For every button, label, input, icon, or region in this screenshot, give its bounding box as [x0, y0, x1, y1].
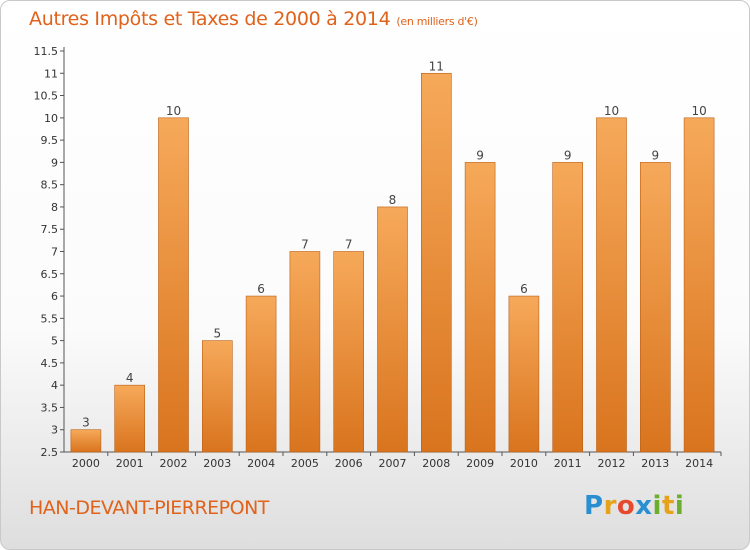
bar	[596, 117, 627, 453]
bar	[420, 72, 452, 453]
logo-letter: i	[674, 491, 685, 521]
data-label: 11	[429, 59, 444, 73]
bar	[245, 295, 277, 453]
logo-letter: i	[652, 491, 662, 521]
logo-letter: x	[635, 491, 653, 521]
bar	[377, 206, 408, 453]
data-label: 10	[166, 104, 181, 118]
logo-letter: o	[616, 491, 636, 521]
y-tick-label: 9.5	[41, 134, 59, 147]
x-tick-label: 2004	[247, 457, 275, 470]
y-tick-label: 7.5	[41, 223, 59, 236]
x-tick-label: 2008	[422, 457, 450, 470]
x-tick-label: 2012	[598, 457, 626, 470]
y-tick-label: 8	[51, 201, 58, 214]
bar	[158, 117, 189, 453]
x-tick-label: 2000	[72, 457, 100, 470]
bar	[70, 429, 102, 453]
bar	[683, 117, 715, 453]
chart-title: Autres Impôts et Taxes de 2000 à 2014 (en…	[29, 8, 478, 30]
data-label: 4	[126, 371, 134, 385]
y-tick-label: 5	[51, 335, 58, 348]
data-label: 6	[257, 282, 265, 296]
y-tick-label: 4	[51, 379, 58, 392]
data-label: 9	[651, 148, 659, 162]
y-tick-label: 11.5	[34, 45, 59, 58]
logo-letter: r	[603, 491, 617, 521]
x-tick-label: 2009	[466, 457, 494, 470]
y-tick-label: 11	[44, 67, 58, 80]
bar	[464, 162, 496, 453]
y-tick-label: 3.5	[41, 401, 59, 414]
x-tick-label: 2007	[379, 457, 407, 470]
x-tick-label: 2013	[641, 457, 669, 470]
bar	[202, 340, 233, 453]
bar	[289, 251, 321, 453]
chart-unit: (en milliers d'€)	[396, 15, 478, 28]
y-tick-label: 6	[51, 290, 58, 303]
bar	[114, 384, 145, 453]
y-tick-label: 7	[51, 246, 58, 259]
data-label: 8	[389, 193, 397, 207]
logo-letter: t	[661, 491, 675, 521]
x-tick-label: 2011	[554, 457, 582, 470]
data-label: 6	[520, 282, 528, 296]
y-tick-label: 5.5	[41, 312, 59, 325]
x-tick-label: 2001	[116, 457, 144, 470]
y-tick-label: 4.5	[41, 357, 59, 370]
data-label: 10	[691, 104, 706, 118]
y-tick-label: 9	[51, 156, 58, 169]
data-label: 10	[604, 104, 619, 118]
bar	[639, 162, 671, 453]
data-label: 5	[213, 327, 221, 341]
x-tick-label: 2002	[160, 457, 188, 470]
x-tick-label: 2005	[291, 457, 319, 470]
bar	[508, 295, 540, 453]
bar	[333, 251, 365, 453]
data-label: 9	[564, 148, 572, 162]
x-tick-label: 2010	[510, 457, 538, 470]
data-label: 3	[82, 416, 90, 430]
x-tick-label: 2003	[203, 457, 231, 470]
logo-letter: P	[584, 491, 604, 521]
data-label: 7	[301, 238, 309, 252]
y-tick-label: 2.5	[41, 446, 59, 459]
x-tick-label: 2006	[335, 457, 363, 470]
bar	[552, 162, 584, 453]
y-tick-label: 10.5	[34, 90, 59, 103]
y-tick-label: 3	[51, 424, 58, 437]
data-label: 9	[476, 148, 484, 162]
y-tick-label: 10	[44, 112, 58, 125]
y-tick-label: 6.5	[41, 268, 59, 281]
y-tick-label: 8.5	[41, 179, 59, 192]
commune-name: HAN-DEVANT-PIERREPONT	[29, 497, 269, 519]
x-tick-label: 2014	[685, 457, 713, 470]
proxiti-logo: Proxiti	[584, 491, 684, 521]
data-label: 7	[345, 238, 353, 252]
